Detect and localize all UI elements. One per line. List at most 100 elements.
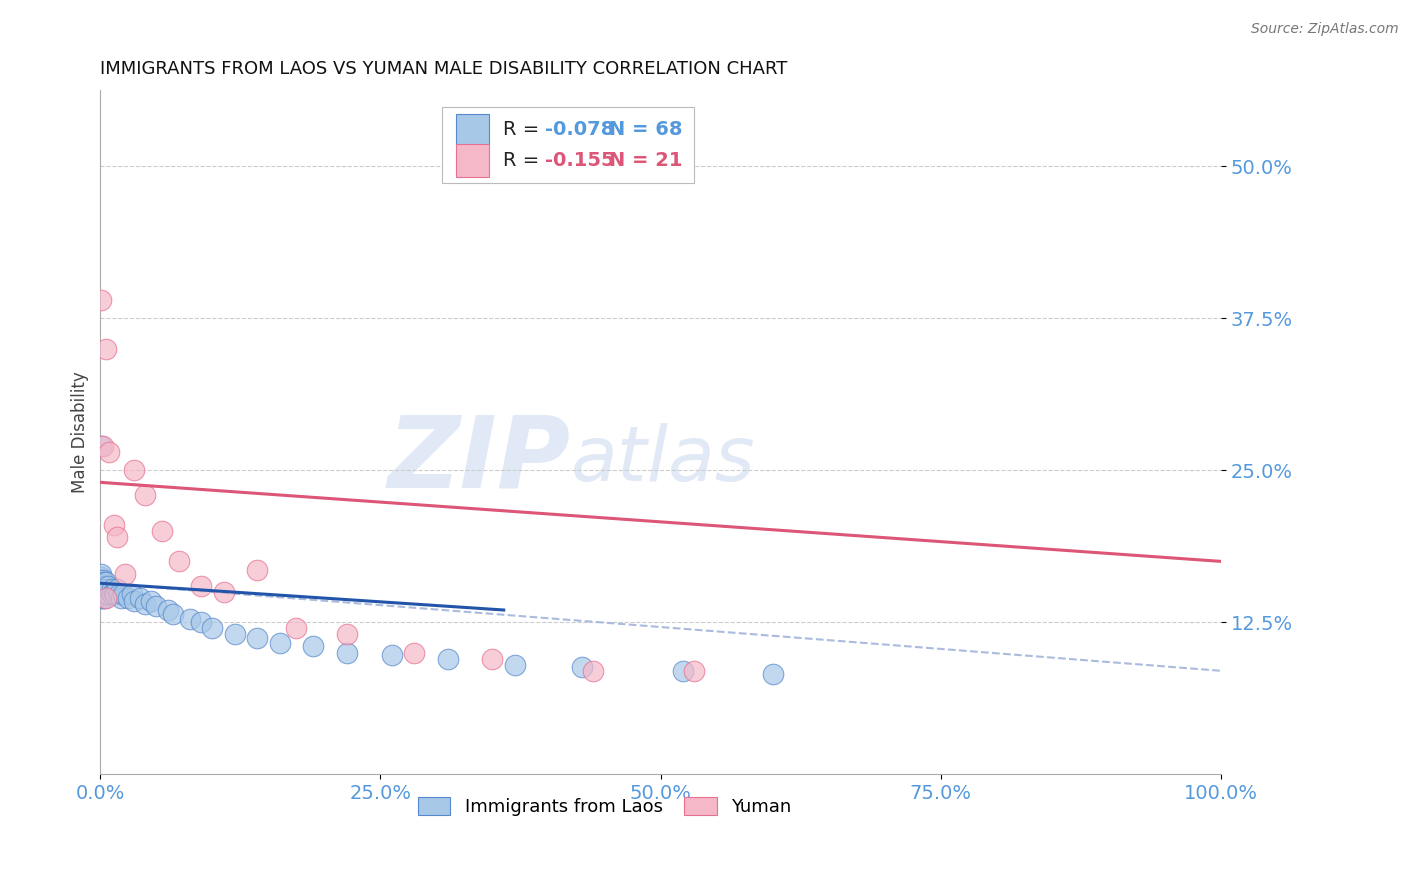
Text: R =: R = bbox=[502, 120, 546, 139]
Point bbox=[93, 591, 115, 605]
FancyBboxPatch shape bbox=[456, 145, 489, 178]
Point bbox=[90, 591, 112, 605]
Point bbox=[108, 587, 131, 601]
Point bbox=[90, 582, 112, 597]
Point bbox=[128, 591, 150, 605]
Point bbox=[96, 584, 118, 599]
Point bbox=[212, 584, 235, 599]
Point bbox=[167, 554, 190, 568]
Point bbox=[91, 587, 114, 601]
Point bbox=[90, 587, 112, 601]
Point bbox=[201, 621, 224, 635]
Point bbox=[190, 579, 212, 593]
Point bbox=[94, 591, 117, 605]
Point bbox=[93, 582, 115, 597]
Point bbox=[90, 575, 112, 590]
Y-axis label: Male Disability: Male Disability bbox=[72, 371, 89, 493]
Point bbox=[90, 570, 112, 584]
Point bbox=[97, 579, 120, 593]
Point bbox=[93, 579, 115, 593]
Point bbox=[91, 582, 114, 597]
Text: atlas: atlas bbox=[571, 423, 755, 497]
Text: IMMIGRANTS FROM LAOS VS YUMAN MALE DISABILITY CORRELATION CHART: IMMIGRANTS FROM LAOS VS YUMAN MALE DISAB… bbox=[100, 60, 787, 78]
Point bbox=[96, 587, 118, 601]
Point bbox=[105, 582, 128, 597]
Point bbox=[269, 636, 291, 650]
Point bbox=[117, 591, 139, 605]
Point bbox=[110, 591, 132, 605]
Point bbox=[336, 646, 359, 660]
Point bbox=[91, 582, 114, 597]
Point bbox=[90, 566, 112, 581]
Point bbox=[190, 615, 212, 629]
Point bbox=[139, 594, 162, 608]
FancyBboxPatch shape bbox=[456, 113, 489, 146]
Point bbox=[503, 657, 526, 672]
Point bbox=[91, 573, 114, 587]
Point bbox=[93, 575, 115, 590]
Point bbox=[103, 584, 125, 599]
Point bbox=[145, 599, 167, 614]
Point bbox=[761, 667, 783, 681]
Point bbox=[98, 445, 121, 459]
Point bbox=[285, 621, 308, 635]
Point bbox=[91, 439, 114, 453]
Point bbox=[672, 664, 695, 678]
Point bbox=[93, 584, 115, 599]
Point bbox=[224, 627, 246, 641]
Point bbox=[97, 582, 120, 597]
Point bbox=[90, 584, 112, 599]
Point bbox=[90, 579, 112, 593]
Point bbox=[91, 587, 114, 601]
Legend: Immigrants from Laos, Yuman: Immigrants from Laos, Yuman bbox=[411, 790, 799, 823]
Point bbox=[94, 579, 117, 593]
Point bbox=[93, 584, 115, 599]
Point bbox=[104, 587, 127, 601]
Point bbox=[134, 487, 156, 501]
Point bbox=[91, 584, 114, 599]
Point bbox=[336, 627, 359, 641]
Point bbox=[100, 582, 122, 597]
Point bbox=[436, 651, 458, 665]
Point bbox=[93, 579, 115, 593]
Point bbox=[134, 597, 156, 611]
Point bbox=[91, 579, 114, 593]
FancyBboxPatch shape bbox=[441, 107, 695, 183]
Text: -0.155: -0.155 bbox=[546, 152, 614, 170]
Point bbox=[302, 640, 325, 654]
Point bbox=[179, 611, 201, 625]
Point bbox=[402, 646, 425, 660]
Point bbox=[582, 664, 605, 678]
Point bbox=[90, 579, 112, 593]
Point bbox=[91, 575, 114, 590]
Point bbox=[481, 651, 503, 665]
Text: N = 21: N = 21 bbox=[609, 152, 682, 170]
Point bbox=[105, 530, 128, 544]
Point bbox=[103, 517, 125, 532]
Point bbox=[381, 648, 404, 662]
Point bbox=[90, 293, 112, 307]
Point bbox=[94, 587, 117, 601]
Point bbox=[91, 591, 114, 605]
Point bbox=[122, 463, 145, 477]
Point bbox=[111, 587, 134, 601]
Point bbox=[571, 660, 593, 674]
Point bbox=[683, 664, 706, 678]
Point bbox=[93, 587, 115, 601]
Text: R =: R = bbox=[502, 152, 546, 170]
Point bbox=[162, 607, 184, 621]
Point bbox=[94, 575, 117, 590]
Point bbox=[150, 524, 173, 538]
Point bbox=[246, 563, 269, 577]
Point bbox=[90, 439, 112, 453]
Point bbox=[94, 342, 117, 356]
Text: -0.078: -0.078 bbox=[546, 120, 614, 139]
Point bbox=[121, 587, 143, 601]
Text: Source: ZipAtlas.com: Source: ZipAtlas.com bbox=[1251, 22, 1399, 37]
Text: N = 68: N = 68 bbox=[609, 120, 682, 139]
Point bbox=[94, 582, 117, 597]
Text: ZIP: ZIP bbox=[388, 411, 571, 508]
Point bbox=[246, 631, 269, 645]
Point bbox=[100, 587, 122, 601]
Point bbox=[91, 579, 114, 593]
